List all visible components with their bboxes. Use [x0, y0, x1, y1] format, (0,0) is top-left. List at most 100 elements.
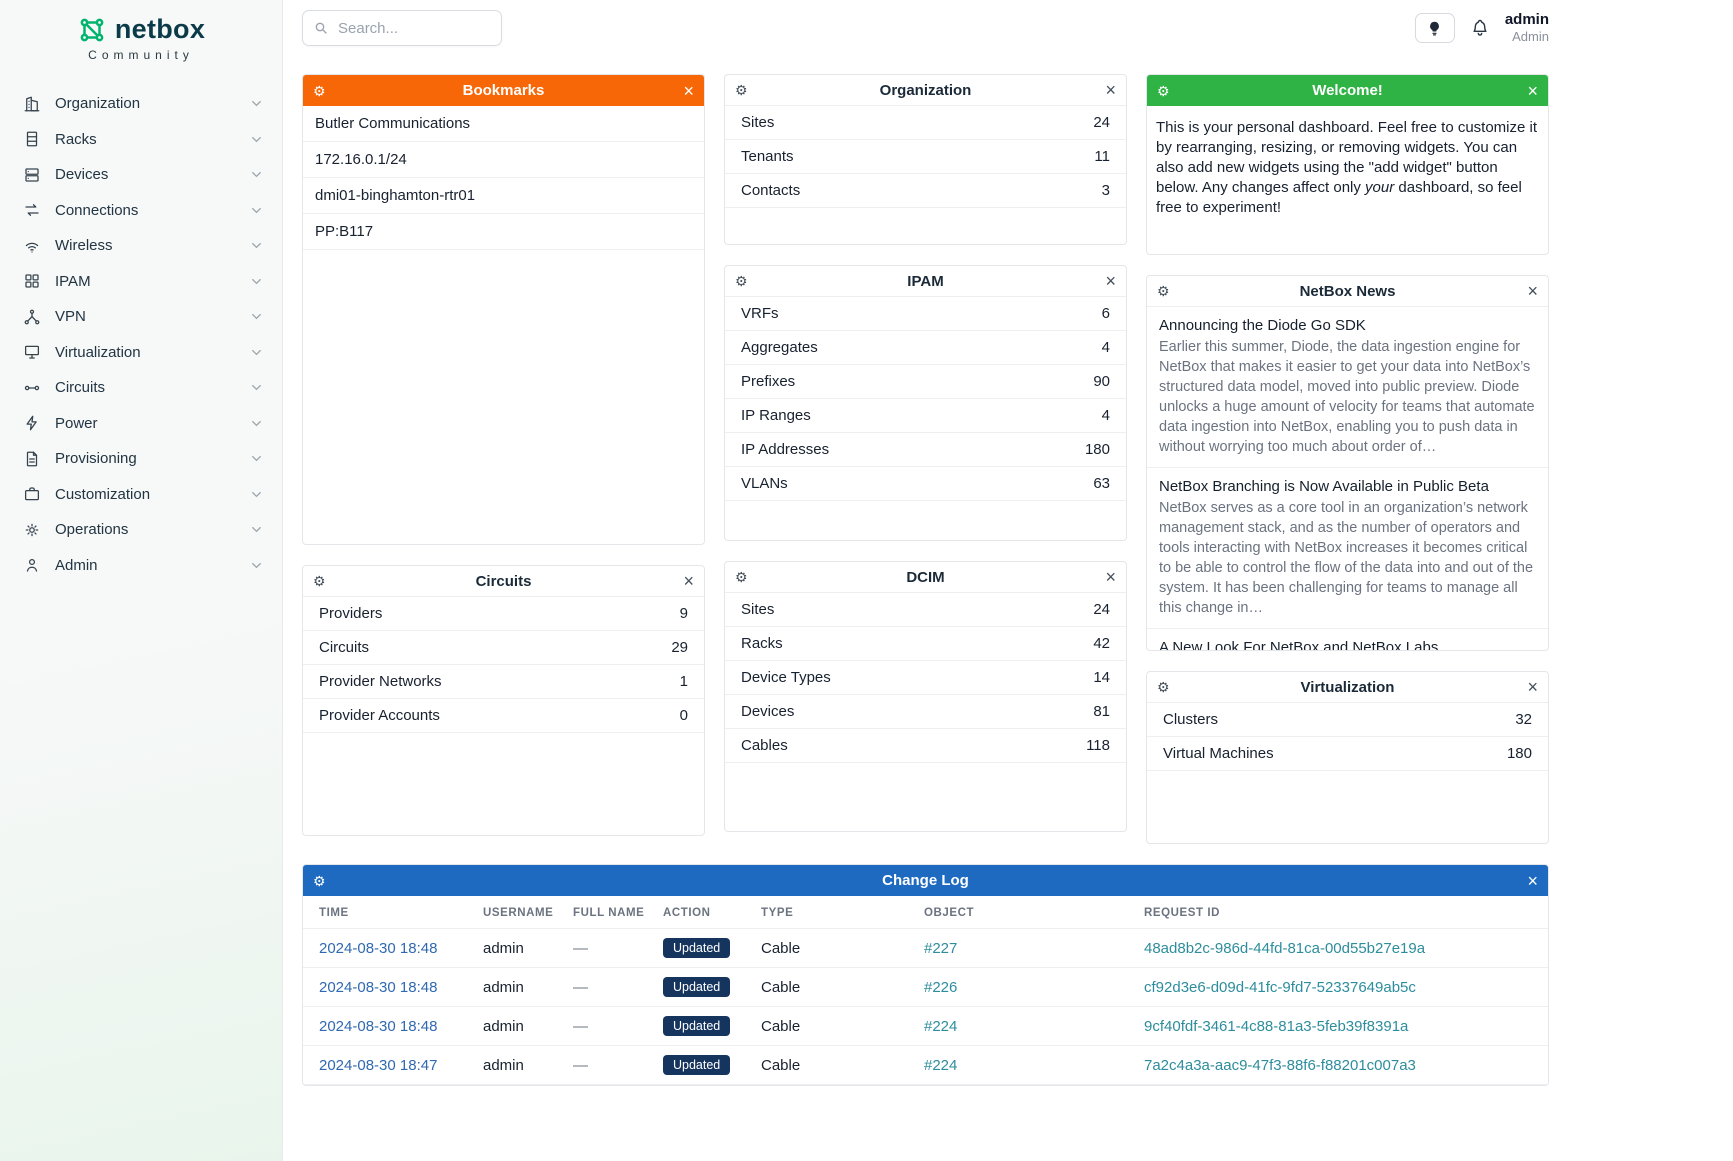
welcome-widget: ⚙ Welcome! × This is your personal dashb…	[1146, 74, 1549, 255]
sidebar-item-organization[interactable]: Organization	[0, 86, 282, 122]
gear-icon[interactable]: ⚙	[313, 872, 326, 889]
close-icon[interactable]: ×	[1105, 80, 1116, 100]
close-icon[interactable]: ×	[1527, 80, 1538, 101]
search-input[interactable]	[338, 19, 491, 37]
stat-row[interactable]: IP Ranges 4	[725, 399, 1126, 433]
sidebar-item-racks[interactable]: Racks	[0, 122, 282, 158]
sidebar-item-provisioning[interactable]: Provisioning	[0, 441, 282, 477]
user-menu[interactable]: admin Admin	[1505, 11, 1549, 45]
gear-icon[interactable]: ⚙	[1157, 679, 1170, 695]
sidebar-item-customization[interactable]: Customization	[0, 477, 282, 513]
gear-icon[interactable]: ⚙	[1157, 283, 1170, 299]
stat-label: Contacts	[741, 182, 801, 199]
close-icon[interactable]: ×	[1527, 870, 1538, 891]
sidebar-item-label: Connections	[55, 201, 139, 219]
sidebar-item-power[interactable]: Power	[0, 406, 282, 442]
widget-title: Welcome!	[1312, 82, 1383, 99]
topbar: admin Admin	[302, 0, 1549, 56]
stat-row[interactable]: Virtual Machines 180	[1147, 737, 1548, 771]
gear-icon[interactable]: ⚙	[1157, 82, 1170, 99]
stat-row[interactable]: Device Types 14	[725, 661, 1126, 695]
stat-value: 3	[1101, 182, 1110, 199]
stat-row[interactable]: Prefixes 90	[725, 365, 1126, 399]
stat-row[interactable]: Provider Accounts 0	[303, 699, 704, 733]
changelog-request-id-link[interactable]: 48ad8b2c-986d-44fd-81ca-00d55b27e19a	[1144, 939, 1426, 957]
theme-toggle-button[interactable]	[1414, 13, 1455, 43]
changelog-time-link[interactable]: 2024-08-30 18:47	[319, 1056, 438, 1074]
stat-row[interactable]: Devices 81	[725, 695, 1126, 729]
sidebar-item-connections[interactable]: Connections	[0, 193, 282, 229]
netbox-logo[interactable]: netbox Community	[0, 0, 282, 66]
close-icon[interactable]: ×	[1105, 567, 1116, 587]
news-headline[interactable]: A New Look For NetBox and NetBox Labs	[1159, 639, 1439, 651]
sidebar-item-circuits[interactable]: Circuits	[0, 370, 282, 406]
stat-label: Sites	[741, 601, 775, 618]
stat-row[interactable]: Sites 24	[725, 593, 1126, 627]
column-header-type: Type	[753, 896, 916, 929]
bookmark-item[interactable]: Butler Communications	[303, 106, 704, 142]
news-headline[interactable]: Announcing the Diode Go SDK	[1159, 317, 1366, 334]
changelog-type: Cable	[753, 967, 916, 1007]
stat-row[interactable]: Circuits 29	[303, 631, 704, 665]
power-icon	[22, 413, 42, 433]
sidebar-item-devices[interactable]: Devices	[0, 157, 282, 193]
changelog-type: Cable	[753, 1006, 916, 1046]
stat-row[interactable]: Cables 118	[725, 729, 1126, 763]
stat-row[interactable]: Racks 42	[725, 627, 1126, 661]
gear-icon[interactable]: ⚙	[313, 573, 326, 589]
stat-row[interactable]: Providers 9	[303, 597, 704, 631]
changelog-object-link[interactable]: #224	[924, 1056, 958, 1074]
changelog-request-id-link[interactable]: cf92d3e6-d09d-41fc-9fd7-52337649ab5c	[1144, 978, 1416, 996]
stat-row[interactable]: Contacts 3	[725, 174, 1126, 208]
sidebar-item-label: Admin	[55, 556, 98, 574]
sidebar-item-wireless[interactable]: Wireless	[0, 228, 282, 264]
close-icon[interactable]: ×	[683, 571, 694, 591]
stat-value: 4	[1101, 339, 1110, 356]
gear-icon[interactable]: ⚙	[735, 273, 748, 289]
stat-label: Circuits	[319, 639, 370, 656]
sidebar-item-operations[interactable]: Operations	[0, 512, 282, 548]
close-icon[interactable]: ×	[1527, 677, 1538, 697]
sidebar-item-admin[interactable]: Admin	[0, 548, 282, 584]
changelog-time-link[interactable]: 2024-08-30 18:48	[319, 978, 438, 996]
gear-icon[interactable]: ⚙	[735, 82, 748, 98]
stat-row[interactable]: VRFs 6	[725, 297, 1126, 331]
stat-row[interactable]: Aggregates 4	[725, 331, 1126, 365]
sidebar-item-ipam[interactable]: IPAM	[0, 264, 282, 300]
changelog-username: admin	[475, 1045, 565, 1085]
chevron-down-icon	[249, 487, 264, 502]
stat-value: 90	[1093, 373, 1110, 390]
stat-row[interactable]: IP Addresses 180	[725, 433, 1126, 467]
news-item: Announcing the Diode Go SDK Earlier this…	[1147, 307, 1548, 468]
stat-row[interactable]: Tenants 11	[725, 140, 1126, 174]
changelog-time-link[interactable]: 2024-08-30 18:48	[319, 1017, 438, 1035]
sidebar-item-virtualization[interactable]: Virtualization	[0, 335, 282, 371]
stat-row[interactable]: Clusters 32	[1147, 703, 1548, 737]
virtualization-icon	[22, 342, 42, 362]
stat-row[interactable]: Provider Networks 1	[303, 665, 704, 699]
stat-label: Cables	[741, 737, 788, 754]
changelog-request-id-link[interactable]: 7a2c4a3a-aac9-47f3-88f6-f88201c007a3	[1144, 1056, 1416, 1074]
close-icon[interactable]: ×	[683, 80, 694, 101]
ipam-icon	[22, 271, 42, 291]
news-headline[interactable]: NetBox Branching is Now Available in Pub…	[1159, 478, 1489, 495]
gear-icon[interactable]: ⚙	[313, 82, 326, 99]
action-badge: Updated	[663, 1016, 731, 1036]
changelog-object-link[interactable]: #226	[924, 978, 958, 996]
changelog-time-link[interactable]: 2024-08-30 18:48	[319, 939, 438, 957]
changelog-object-link[interactable]: #224	[924, 1017, 958, 1035]
close-icon[interactable]: ×	[1105, 271, 1116, 291]
bookmark-item[interactable]: dmi01-binghamton-rtr01	[303, 178, 704, 214]
changelog-request-id-link[interactable]: 9cf40fdf-3461-4c88-81a3-5feb39f8391a	[1144, 1017, 1409, 1035]
sidebar-item-vpn[interactable]: VPN	[0, 299, 282, 335]
close-icon[interactable]: ×	[1527, 281, 1538, 301]
sidebar-item-label: Circuits	[55, 379, 106, 397]
stat-value: 29	[671, 639, 688, 656]
gear-icon[interactable]: ⚙	[735, 569, 748, 585]
notifications-button[interactable]	[1470, 18, 1490, 38]
stat-row[interactable]: Sites 24	[725, 106, 1126, 140]
bookmark-item[interactable]: 172.16.0.1/24	[303, 142, 704, 178]
changelog-object-link[interactable]: #227	[924, 939, 958, 957]
stat-row[interactable]: VLANs 63	[725, 467, 1126, 501]
bookmark-item[interactable]: PP:B117	[303, 214, 704, 250]
